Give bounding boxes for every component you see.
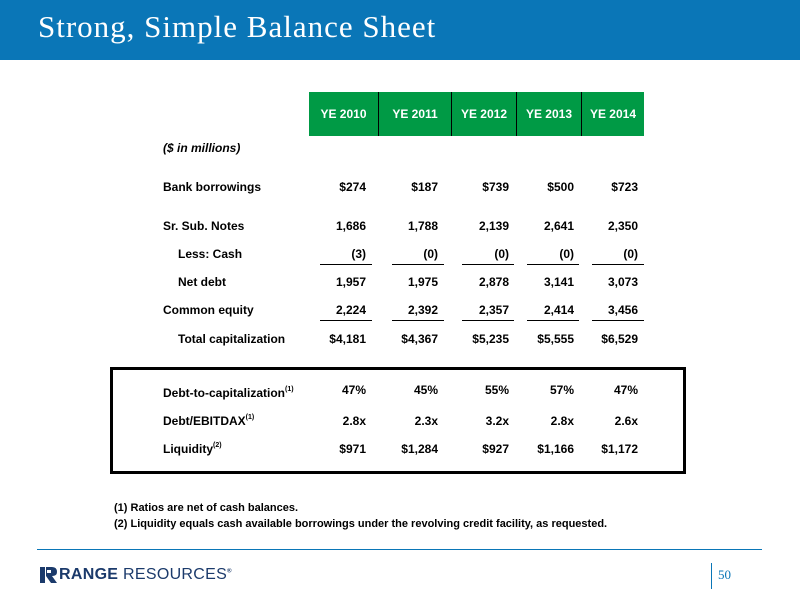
- table-cell: 55%: [484, 383, 509, 397]
- column-divider: [378, 92, 379, 136]
- row-label-bank-borrowings: Bank borrowings: [163, 180, 262, 194]
- table-cell: 3,073: [607, 275, 638, 289]
- column-divider: [516, 92, 517, 136]
- footnote-1: (1) Ratios are net of cash balances.: [114, 502, 299, 514]
- row-label-total-capitalization: Total capitalization: [178, 332, 286, 346]
- ratios-box: [110, 367, 686, 474]
- subtotal-underline: [320, 320, 372, 321]
- table-cell: 3.2x: [485, 414, 509, 428]
- footer-divider: [711, 563, 712, 589]
- table-cell: 2,414: [543, 303, 574, 317]
- table-cell: 1,686: [335, 219, 366, 233]
- table-cell: $927: [482, 442, 509, 456]
- table-cell: (0): [623, 247, 638, 261]
- table-cell: $1,172: [601, 442, 638, 456]
- table-cell: $1,284: [401, 442, 438, 456]
- table-cell: 57%: [549, 383, 574, 397]
- table-cell: 1,975: [407, 275, 438, 289]
- footnote-2: (2) Liquidity equals cash available borr…: [114, 518, 608, 530]
- footnote-marker: (2): [213, 442, 222, 449]
- table-cell: 47%: [341, 383, 366, 397]
- row-label-debt-ebitdax: Debt/EBITDAX(1): [163, 414, 255, 428]
- footnote-marker: (1): [285, 386, 294, 393]
- subtotal-underline: [527, 264, 579, 265]
- row-label-common-equity: Common equity: [163, 303, 254, 317]
- table-cell: (0): [559, 247, 574, 261]
- table-cell: $187: [411, 180, 438, 194]
- footnote-marker: (1): [245, 414, 255, 421]
- subtotal-underline: [392, 320, 444, 321]
- table-cell: 2,878: [478, 275, 509, 289]
- table-cell: (0): [494, 247, 509, 261]
- table-cell: $5,235: [472, 332, 509, 346]
- table-cell: $500: [547, 180, 574, 194]
- company-logo: RANGE RESOURCES®: [39, 563, 232, 587]
- table-cell: 45%: [413, 383, 438, 397]
- column-header-ye-2011: YE 2011: [379, 92, 451, 136]
- table-cell: 47%: [613, 383, 638, 397]
- table-cell: 1,788: [407, 219, 438, 233]
- table-cell: 2,224: [335, 303, 366, 317]
- table-cell: $739: [482, 180, 509, 194]
- row-label-less-cash: Less: Cash: [178, 247, 243, 261]
- table-cell: $6,529: [601, 332, 638, 346]
- table-cell: 2,139: [478, 219, 509, 233]
- table-cell: 3,456: [607, 303, 638, 317]
- row-label-liquidity: Liquidity(2): [163, 442, 222, 456]
- table-cell: 3,141: [543, 275, 574, 289]
- column-divider: [451, 92, 452, 136]
- subtotal-underline: [462, 320, 514, 321]
- column-header-ye-2012: YE 2012: [452, 92, 516, 136]
- range-logo-icon: [40, 567, 57, 583]
- table-cell: $274: [339, 180, 366, 194]
- column-header-ye-2013: YE 2013: [517, 92, 581, 136]
- table-cell: 2,357: [478, 303, 509, 317]
- row-label-debt-to-capitalization: Debt-to-capitalization(1): [163, 386, 294, 400]
- column-header-ye-2010: YE 2010: [309, 92, 378, 136]
- table-cell: $4,181: [329, 332, 366, 346]
- title-bar: Strong, Simple Balance Sheet: [0, 0, 800, 60]
- table-cell: 2,392: [407, 303, 438, 317]
- table-cell: $723: [611, 180, 638, 194]
- table-cell: (3): [351, 247, 366, 261]
- table-cell: 2.3x: [414, 414, 438, 428]
- subtotal-underline: [592, 320, 644, 321]
- table-cell: 2.6x: [614, 414, 638, 428]
- table-cell: 1,957: [335, 275, 366, 289]
- subtotal-underline: [462, 264, 514, 265]
- slide-title: Strong, Simple Balance Sheet: [38, 9, 437, 44]
- subtotal-underline: [392, 264, 444, 265]
- table-cell: 2.8x: [550, 414, 574, 428]
- subtotal-underline: [320, 264, 372, 265]
- table-cell: (0): [423, 247, 438, 261]
- table-cell: $1,166: [537, 442, 574, 456]
- footer-rule: [37, 549, 762, 550]
- row-label-sr-sub-notes: Sr. Sub. Notes: [163, 219, 245, 233]
- table-cell: $971: [339, 442, 366, 456]
- table-cell: 2,350: [607, 219, 638, 233]
- subtotal-underline: [527, 320, 579, 321]
- logo-wordmark: RANGE RESOURCES®: [59, 566, 232, 583]
- table-cell: $5,555: [537, 332, 574, 346]
- row-label-net-debt: Net debt: [178, 275, 226, 289]
- subtotal-underline: [592, 264, 644, 265]
- table-cell: 2,641: [543, 219, 574, 233]
- table-cell: 2.8x: [342, 414, 366, 428]
- table-cell: $4,367: [401, 332, 438, 346]
- column-divider: [581, 92, 582, 136]
- column-header-ye-2014: YE 2014: [582, 92, 644, 136]
- page-number: 50: [718, 567, 731, 582]
- unit-label: ($ in millions): [163, 141, 241, 155]
